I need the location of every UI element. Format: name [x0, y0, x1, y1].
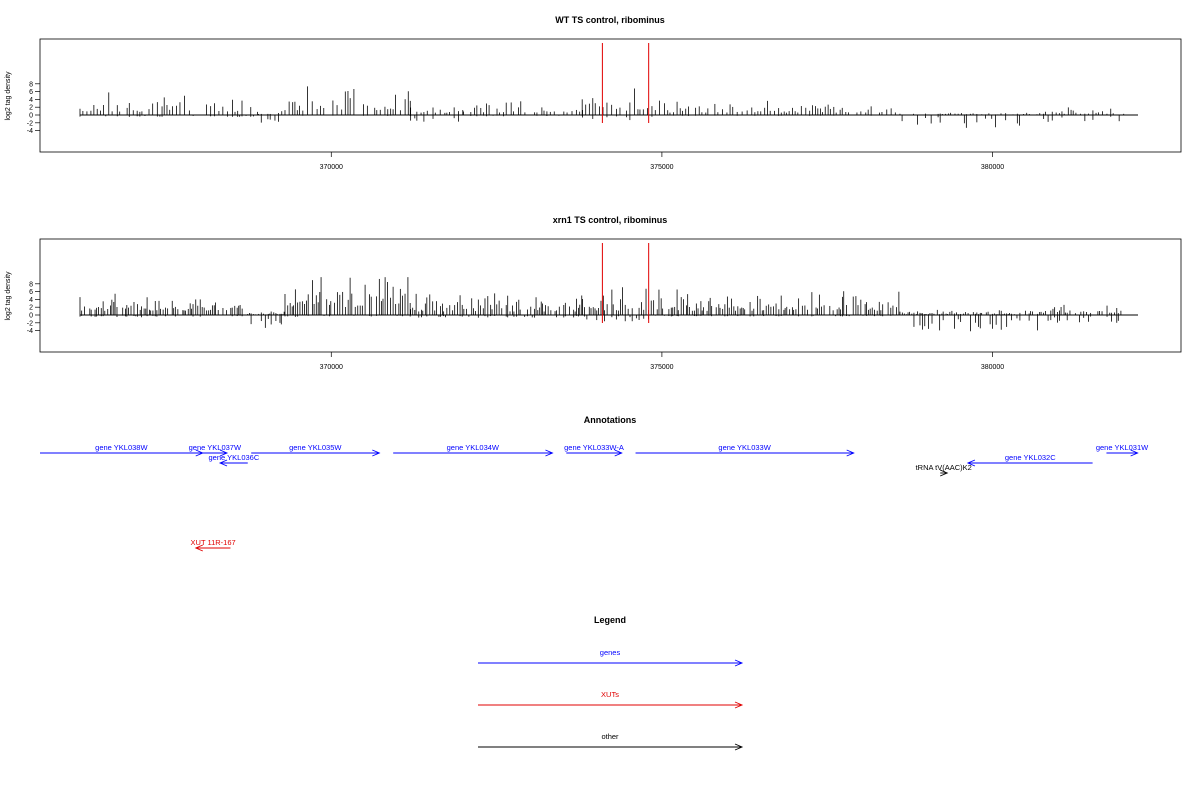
feature-label: tRNA tV(AAC)K2	[916, 463, 972, 472]
annotation-feature: gene YKL031W	[1096, 443, 1149, 457]
panel-wt-frame	[39, 38, 1182, 153]
legend-label: XUTs	[601, 690, 619, 699]
y-tick-label: -2	[27, 120, 33, 127]
arrowhead	[219, 449, 229, 457]
legend-item: genes	[478, 648, 744, 667]
legend-items: genes XUTs other	[478, 648, 744, 751]
annotation-feature: gene YKL038W	[40, 443, 204, 457]
x-tick-label: 375000	[650, 164, 673, 171]
y-tick-label: 0	[29, 313, 33, 320]
annotation-features: gene YKL038W gene YKL037W gene YKL035W gene…	[40, 443, 1149, 552]
feature-label: gene YKL033W	[718, 443, 771, 452]
y-tick-label: 2	[29, 305, 33, 312]
feature-label: gene YKL037W	[189, 443, 242, 452]
annotation-feature: gene YKL033W-A	[564, 443, 624, 457]
panel-xrn1-bars	[79, 277, 1122, 332]
annotation-feature: gene YKL036C	[209, 453, 260, 467]
arrowhead	[614, 449, 623, 457]
y-tick-label: 6	[29, 89, 33, 96]
arrowhead	[734, 659, 744, 667]
annotations-track: Annotations gene YKL038W gene YKL037W gene…	[40, 415, 1149, 552]
feature-label: gene YKL031W	[1096, 443, 1149, 452]
y-tick-label: -4	[27, 128, 33, 135]
panel-xrn1-x-axis: 370000 375000 380000	[320, 352, 1004, 371]
legend-label: other	[601, 732, 619, 741]
x-tick-label: 370000	[320, 164, 343, 171]
panel-wt-markers	[601, 43, 650, 123]
arrowhead	[966, 459, 976, 467]
x-tick-label: 375000	[650, 364, 673, 371]
annotation-feature: gene YKL033W	[635, 443, 855, 457]
panel-wt-ylabel: log2 tag density	[5, 71, 12, 121]
y-tick-label: -4	[27, 328, 33, 335]
feature-label: gene YKL036C	[209, 453, 260, 462]
feature-label: gene YKL032C	[1005, 453, 1056, 462]
feature-label: gene YKL038W	[95, 443, 148, 452]
annotation-feature: gene YKL034W	[393, 443, 554, 457]
arrowhead	[939, 469, 949, 477]
x-tick-label: 380000	[981, 364, 1004, 371]
panel-wt: WT TS control, ribominus log2 tag densit…	[5, 15, 1182, 171]
arrowhead	[846, 449, 855, 457]
y-tick-label: 6	[29, 289, 33, 296]
annotations-title: Annotations	[584, 415, 637, 425]
arrowhead	[545, 449, 554, 457]
feature-label: XUT 11R-167	[191, 538, 236, 547]
legend-title: Legend	[594, 615, 626, 625]
feature-label: gene YKL033W-A	[564, 443, 624, 452]
y-tick-label: 2	[29, 105, 33, 112]
legend-item: XUTs	[478, 690, 744, 709]
arrowhead	[194, 544, 203, 552]
panel-xrn1-ylabel: log2 tag density	[5, 271, 12, 321]
annotation-feature: XUT 11R-167	[191, 538, 236, 552]
panel-xrn1-markers	[601, 243, 650, 323]
legend: Legend genes XUTs other	[478, 615, 744, 751]
y-tick-label: -2	[27, 320, 33, 327]
annotation-feature: gene YKL035W	[251, 443, 381, 457]
arrowhead	[218, 459, 228, 467]
y-tick-label: 8	[29, 81, 33, 88]
panel-xrn1: xrn1 TS control, ribominus log2 tag dens…	[5, 215, 1182, 371]
arrowhead	[734, 743, 744, 751]
annotation-feature: tRNA tV(AAC)K2	[916, 463, 972, 477]
feature-label: gene YKL035W	[289, 443, 342, 452]
panel-wt-x-axis: 370000 375000 380000	[320, 152, 1004, 171]
x-tick-label: 380000	[981, 164, 1004, 171]
arrowhead	[1130, 449, 1139, 457]
x-tick-label: 370000	[320, 364, 343, 371]
legend-item: other	[478, 732, 744, 751]
arrowhead	[372, 449, 381, 457]
y-tick-label: 0	[29, 113, 33, 120]
arrowhead	[734, 701, 744, 709]
panel-wt-bars	[79, 86, 1125, 128]
annotation-feature: gene YKL037W	[189, 443, 242, 457]
y-tick-label: 8	[29, 281, 33, 288]
panel-xrn1-frame	[39, 238, 1182, 353]
panel-wt-title: WT TS control, ribominus	[555, 15, 665, 25]
feature-label: gene YKL034W	[447, 443, 500, 452]
annotation-feature: gene YKL032C	[966, 453, 1093, 467]
panel-xrn1-title: xrn1 TS control, ribominus	[553, 215, 668, 225]
y-tick-label: 4	[29, 297, 33, 304]
legend-label: genes	[600, 648, 621, 657]
y-tick-label: 4	[29, 97, 33, 104]
